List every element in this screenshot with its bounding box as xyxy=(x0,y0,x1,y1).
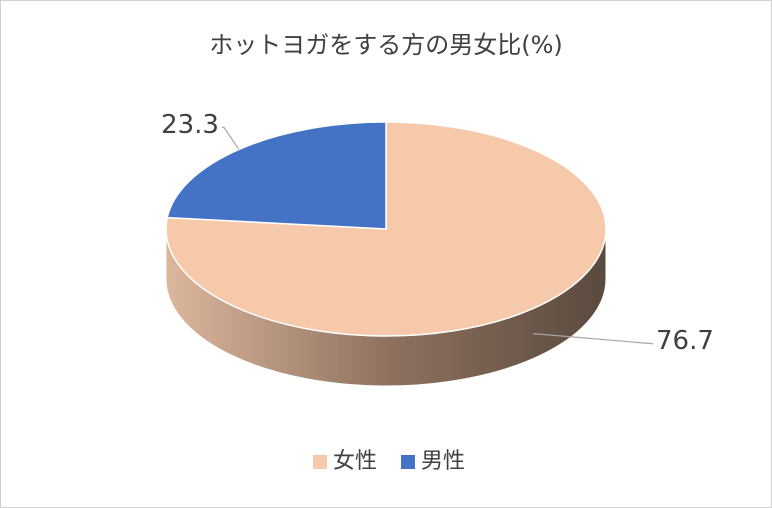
legend-swatch xyxy=(313,455,327,469)
chart-title: ホットヨガをする方の男女比(%) xyxy=(209,31,563,59)
leader-line xyxy=(532,332,653,345)
leader-line xyxy=(221,126,240,150)
pie-slice xyxy=(166,121,387,230)
legend-label: 女性 xyxy=(333,449,377,474)
legend-swatch xyxy=(401,455,415,469)
data-label: 23.3 xyxy=(161,110,219,140)
data-label: 76.7 xyxy=(656,326,714,356)
legend-label: 男性 xyxy=(421,449,465,474)
